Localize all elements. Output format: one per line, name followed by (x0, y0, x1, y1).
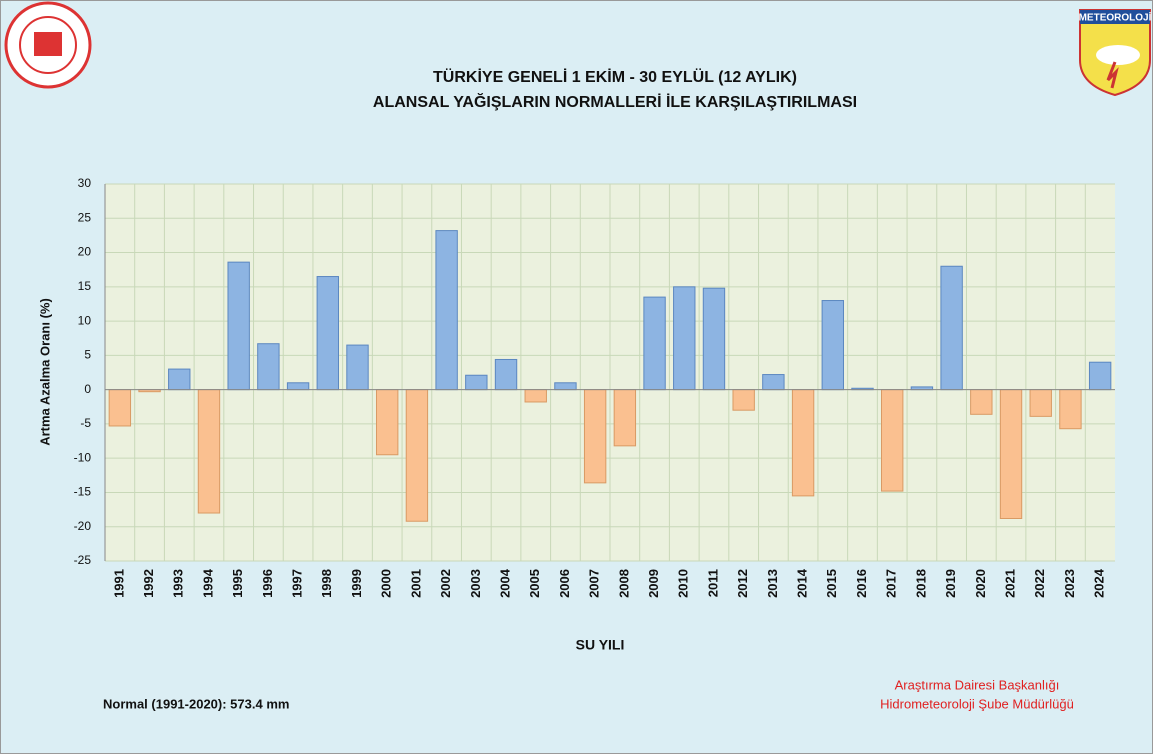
x-tick-label: 1998 (319, 569, 334, 598)
x-tick-label: 2023 (1062, 569, 1077, 598)
right-logo: METEOROLOJİ (1079, 10, 1152, 95)
bar (822, 301, 843, 390)
y-tick-label: 20 (78, 245, 92, 259)
chart-subtitle: ALANSAL YAĞIŞLARIN NORMALLERİ İLE KARŞIL… (373, 92, 857, 111)
chart-title: TÜRKİYE GENELİ 1 EKİM - 30 EYLÜL (12 AYL… (433, 67, 797, 86)
bar (436, 231, 457, 390)
bar (287, 383, 308, 390)
y-tick-label: 15 (78, 279, 92, 293)
x-tick-label: 2012 (735, 569, 750, 598)
left-logo (6, 3, 90, 87)
bar (1089, 362, 1110, 389)
y-axis-label: Artma Azalma Oranı (%) (37, 298, 52, 446)
bar (198, 390, 219, 513)
bar (406, 390, 427, 522)
x-tick-label: 2009 (646, 569, 661, 598)
y-tick-label: -15 (74, 485, 92, 499)
y-tick-label: -25 (74, 553, 92, 567)
y-tick-label: -20 (74, 519, 92, 533)
bar (169, 369, 190, 390)
x-tick-label: 2019 (943, 569, 958, 598)
bar (1060, 390, 1081, 429)
x-tick-label: 1999 (349, 569, 364, 598)
y-tick-label: 5 (84, 348, 91, 362)
x-tick-label: 1995 (230, 569, 245, 598)
x-tick-label: 1993 (171, 569, 186, 598)
bar (644, 297, 665, 390)
bar (763, 375, 784, 390)
credit-line: Hidrometeoroloji Şube Müdürlüğü (880, 696, 1074, 711)
x-tick-label: 1996 (260, 569, 275, 598)
bar (941, 266, 962, 389)
page: METEOROLOJİ TÜRKİYE GENELİ 1 EKİM - 30 E… (0, 0, 1153, 754)
x-tick-label: 2006 (557, 569, 572, 598)
x-tick-label: 2020 (973, 569, 988, 598)
bar (317, 277, 338, 390)
bar (495, 359, 516, 389)
chart: METEOROLOJİ TÜRKİYE GENELİ 1 EKİM - 30 E… (0, 0, 1153, 754)
x-tick-label: 2001 (408, 569, 423, 598)
y-tick-label: 30 (78, 176, 92, 190)
bar (703, 288, 724, 389)
x-tick-label: 1992 (141, 569, 156, 598)
bar (882, 390, 903, 491)
x-tick-label: 2003 (468, 569, 483, 598)
x-axis-label: SU YILI (576, 637, 625, 653)
x-tick-label: 2018 (913, 569, 928, 598)
x-tick-label: 2002 (438, 569, 453, 598)
x-tick-label: 2017 (884, 569, 899, 598)
bar (228, 262, 249, 389)
credit-line: Araştırma Dairesi Başkanlığı (895, 677, 1060, 692)
y-tick-label: -5 (80, 416, 91, 430)
x-tick-label: 2014 (795, 568, 810, 598)
bar (674, 287, 695, 390)
bar (377, 390, 398, 455)
bar (584, 390, 605, 483)
logo-text: METEOROLOJİ (1079, 11, 1152, 24)
x-tick-label: 1991 (111, 569, 126, 598)
x-tick-label: 2021 (1002, 569, 1017, 598)
bar (792, 390, 813, 496)
x-tick-label: 2010 (676, 569, 691, 598)
y-tick-label: 10 (78, 313, 92, 327)
bar (1000, 390, 1021, 519)
y-tick-label: 0 (84, 382, 91, 396)
normal-note: Normal (1991-2020): 573.4 mm (103, 696, 289, 711)
y-tick-label: 25 (78, 210, 92, 224)
bar (466, 375, 487, 389)
y-tick-label: -10 (74, 450, 92, 464)
x-tick-label: 2016 (854, 569, 869, 598)
x-tick-label: 2005 (527, 569, 542, 598)
bar (1030, 390, 1051, 417)
bar (733, 390, 754, 411)
bar (109, 390, 130, 426)
bar (347, 345, 368, 390)
x-tick-label: 2013 (765, 569, 780, 598)
x-tick-label: 2011 (705, 569, 720, 597)
bar (614, 390, 635, 446)
x-tick-label: 1994 (200, 568, 215, 598)
x-tick-label: 2007 (587, 569, 602, 598)
bar (971, 390, 992, 415)
x-tick-label: 2008 (616, 569, 631, 598)
bar (525, 390, 546, 402)
x-tick-label: 2004 (497, 568, 512, 598)
x-tick-label: 2022 (1032, 569, 1047, 598)
bar (555, 383, 576, 390)
x-tick-label: 2024 (1092, 568, 1107, 598)
bar (258, 344, 279, 390)
x-tick-label: 2015 (824, 569, 839, 598)
x-tick-label: 2000 (379, 569, 394, 598)
x-tick-label: 1997 (290, 569, 305, 598)
